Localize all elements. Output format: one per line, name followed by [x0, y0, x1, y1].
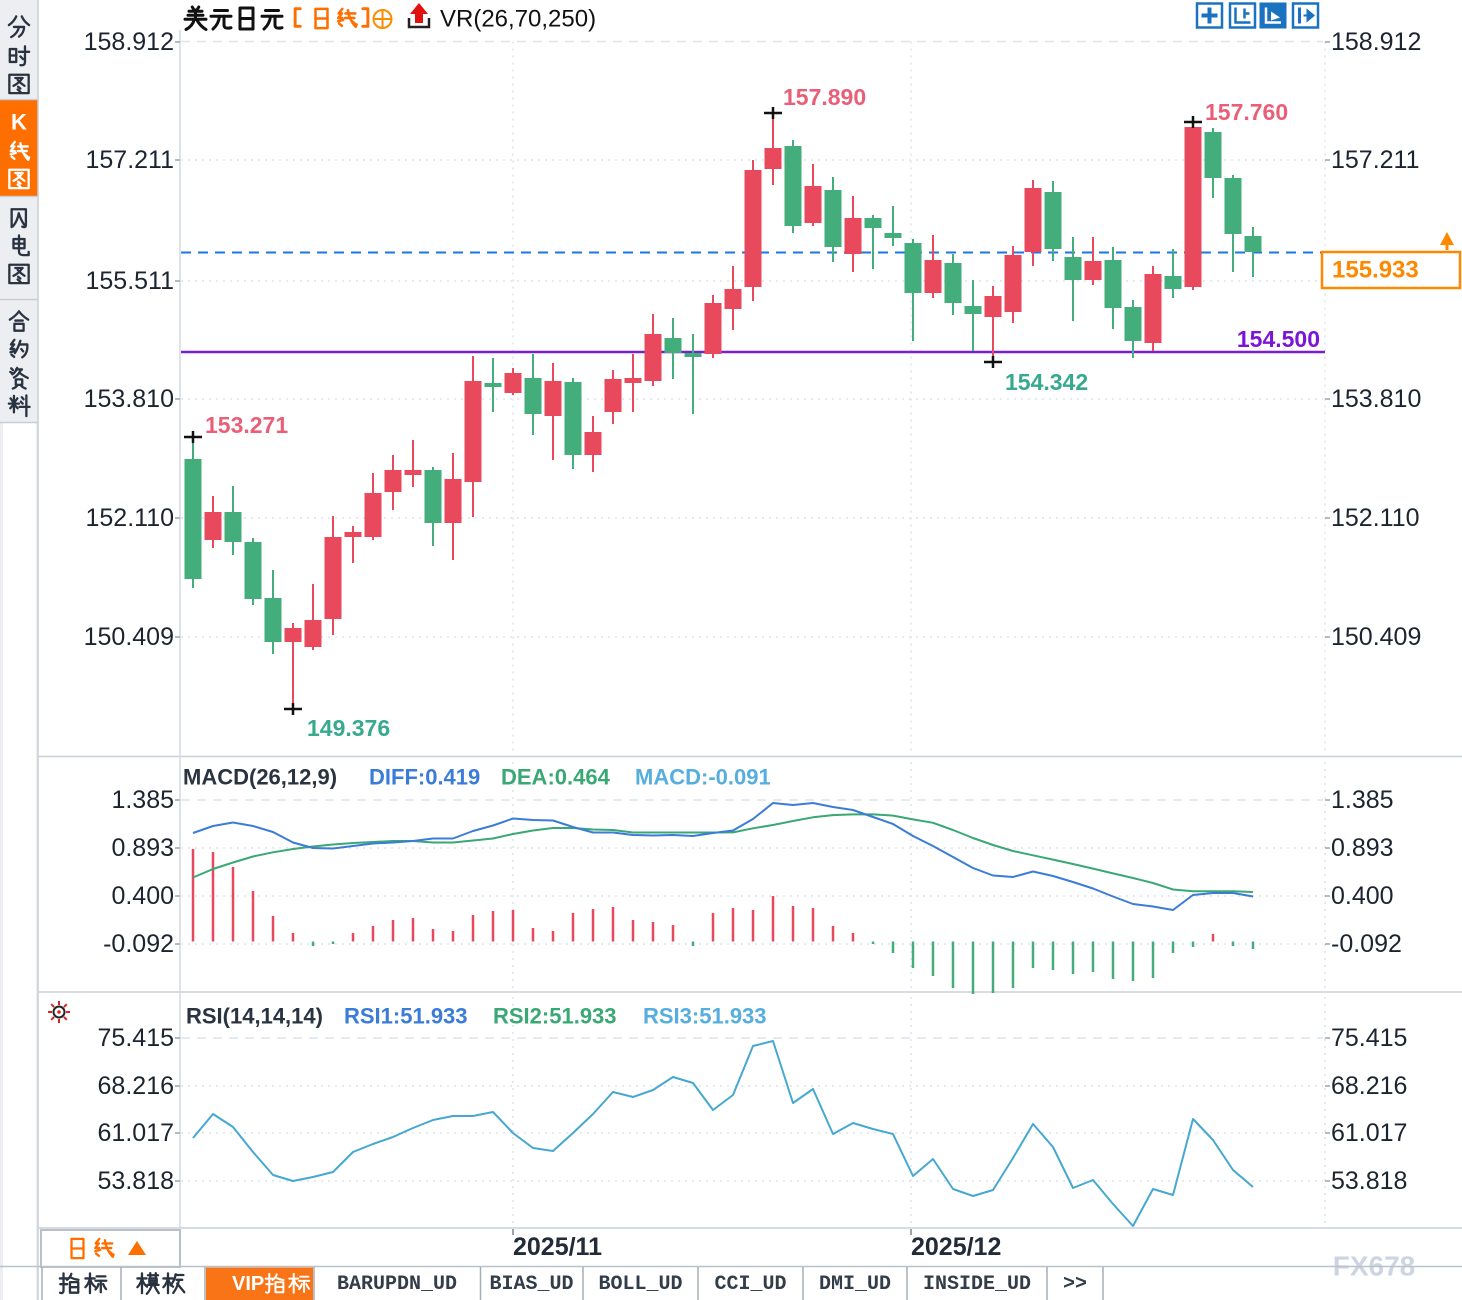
svg-text:DEA:0.464: DEA:0.464 [501, 765, 611, 790]
svg-text:154.500: 154.500 [1237, 326, 1320, 352]
svg-text:RSI2:51.933: RSI2:51.933 [493, 1004, 617, 1029]
svg-text:-0.092: -0.092 [1331, 930, 1402, 958]
svg-text:MACD(26,12,9): MACD(26,12,9) [183, 765, 337, 790]
svg-text:155.511: 155.511 [85, 267, 174, 295]
svg-text:0.400: 0.400 [111, 882, 174, 910]
svg-text:0.893: 0.893 [111, 834, 174, 862]
svg-text:157.890: 157.890 [783, 84, 866, 110]
svg-text:157.760: 157.760 [1205, 99, 1288, 125]
svg-text:150.409: 150.409 [84, 623, 174, 651]
svg-text:1.385: 1.385 [111, 786, 174, 814]
svg-text:150.409: 150.409 [1331, 623, 1421, 651]
svg-text:BOLL_UD: BOLL_UD [598, 1273, 682, 1296]
svg-text:MACD:-0.091: MACD:-0.091 [635, 765, 771, 790]
svg-text:INSIDE_UD: INSIDE_UD [923, 1273, 1031, 1296]
svg-text:157.211: 157.211 [85, 146, 174, 174]
svg-text:68.216: 68.216 [1331, 1072, 1407, 1100]
svg-text:75.415: 75.415 [98, 1024, 174, 1052]
svg-text:CCI_UD: CCI_UD [714, 1273, 786, 1296]
svg-text:61.017: 61.017 [98, 1119, 174, 1147]
svg-text:BARUPDN_UD: BARUPDN_UD [337, 1273, 457, 1296]
svg-text:VR(26,70,250): VR(26,70,250) [440, 6, 596, 33]
svg-text:152.110: 152.110 [85, 504, 174, 532]
svg-text:RSI1:51.933: RSI1:51.933 [344, 1004, 468, 1029]
svg-text:K: K [11, 110, 27, 135]
svg-text:BIAS_UD: BIAS_UD [489, 1273, 573, 1296]
svg-text:-0.092: -0.092 [103, 930, 174, 958]
svg-text:75.415: 75.415 [1331, 1024, 1407, 1052]
svg-text:0.893: 0.893 [1331, 834, 1394, 862]
svg-text:153.271: 153.271 [205, 412, 288, 438]
svg-text:157.211: 157.211 [1331, 146, 1420, 174]
svg-text:154.342: 154.342 [1005, 369, 1088, 395]
svg-text:2025/11: 2025/11 [513, 1233, 602, 1261]
svg-text:153.810: 153.810 [1331, 385, 1421, 413]
svg-text:158.912: 158.912 [1331, 28, 1421, 56]
svg-text:1.385: 1.385 [1331, 786, 1394, 814]
svg-text:158.912: 158.912 [84, 28, 174, 56]
svg-text:149.376: 149.376 [307, 715, 390, 741]
svg-text:>>: >> [1063, 1273, 1087, 1296]
svg-text:VIP: VIP [232, 1273, 264, 1295]
svg-text:53.818: 53.818 [1331, 1167, 1407, 1195]
svg-text:155.933: 155.933 [1332, 257, 1419, 284]
svg-text:152.110: 152.110 [1331, 504, 1420, 532]
svg-text:153.810: 153.810 [84, 385, 174, 413]
svg-text:61.017: 61.017 [1331, 1119, 1407, 1147]
svg-text:RSI3:51.933: RSI3:51.933 [643, 1004, 767, 1029]
svg-text:RSI(14,14,14): RSI(14,14,14) [186, 1004, 323, 1029]
svg-text:0.400: 0.400 [1331, 882, 1394, 910]
svg-text:2025/12: 2025/12 [911, 1233, 1001, 1261]
svg-text:68.216: 68.216 [98, 1072, 174, 1100]
svg-text:53.818: 53.818 [98, 1167, 174, 1195]
svg-text:DIFF:0.419: DIFF:0.419 [369, 765, 480, 790]
svg-text:DMI_UD: DMI_UD [819, 1273, 891, 1296]
